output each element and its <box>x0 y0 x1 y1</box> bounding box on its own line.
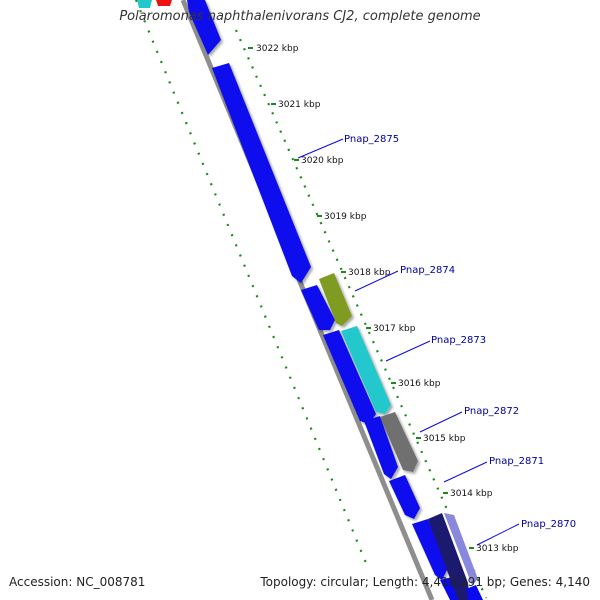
tick-label: 3020 kbp <box>301 156 344 166</box>
tick-label: 3016 kbp <box>398 379 441 389</box>
gene-label[interactable]: Pnap_2871 <box>489 456 544 467</box>
gene-feature <box>187 0 221 55</box>
gene-feature <box>212 63 311 283</box>
gene-label[interactable]: Pnap_2872 <box>464 406 519 417</box>
gene-feature-olive <box>319 273 352 326</box>
gene-label[interactable]: Pnap_2875 <box>344 134 399 145</box>
tick-label: 3019 kbp <box>324 212 367 222</box>
gene-feature-gray <box>380 412 418 472</box>
partial-gene-red <box>156 0 172 6</box>
gene-feature <box>323 330 376 424</box>
gene-labels: Pnap_2875 Pnap_2874 Pnap_2873 Pnap_2872 … <box>297 134 576 546</box>
gene-feature <box>412 519 448 580</box>
gene-label[interactable]: Pnap_2873 <box>431 335 486 346</box>
ruler-ticks: 3022 kbp 3021 kbp 3020 kbp 3019 kbp 3018… <box>248 44 519 554</box>
partial-gene-cyan <box>137 0 152 8</box>
gene-label[interactable]: Pnap_2870 <box>521 519 576 530</box>
gene-feature <box>301 285 335 330</box>
gene-label-leader <box>419 411 463 433</box>
gene-feature-navy <box>428 513 470 600</box>
gene-label[interactable]: Pnap_2874 <box>400 265 455 276</box>
gene-label-leader <box>297 138 344 159</box>
accession-label: Accession: NC_008781 <box>9 575 146 589</box>
tick-label: 3015 kbp <box>423 434 466 444</box>
gene-feature <box>466 585 483 600</box>
gene-label-leader <box>443 461 488 483</box>
gene-label-leader <box>476 523 520 546</box>
gene-feature-cyan <box>341 326 391 414</box>
tick-label: 3021 kbp <box>278 100 321 110</box>
gene-feature <box>364 416 398 479</box>
gene-label-leader <box>354 270 399 292</box>
tick-label: 3017 kbp <box>373 324 416 334</box>
genome-title: Polaromonas naphthalenivorans CJ2, compl… <box>119 9 481 24</box>
ruler-line <box>234 29 488 599</box>
gene-label-leader <box>385 340 431 362</box>
tick-label: 3018 kbp <box>348 268 391 278</box>
gene-feature-lavender <box>444 513 478 585</box>
tick-label: 3022 kbp <box>256 44 299 54</box>
tick-label: 3013 kbp <box>476 544 519 554</box>
gene-feature <box>389 475 420 519</box>
tick-label: 3014 kbp <box>450 489 493 499</box>
genome-summary: Topology: circular; Length: 4,410,291 bp… <box>260 575 590 589</box>
